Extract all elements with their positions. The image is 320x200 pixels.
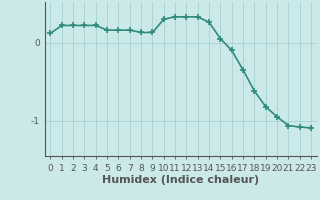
X-axis label: Humidex (Indice chaleur): Humidex (Indice chaleur): [102, 175, 260, 185]
